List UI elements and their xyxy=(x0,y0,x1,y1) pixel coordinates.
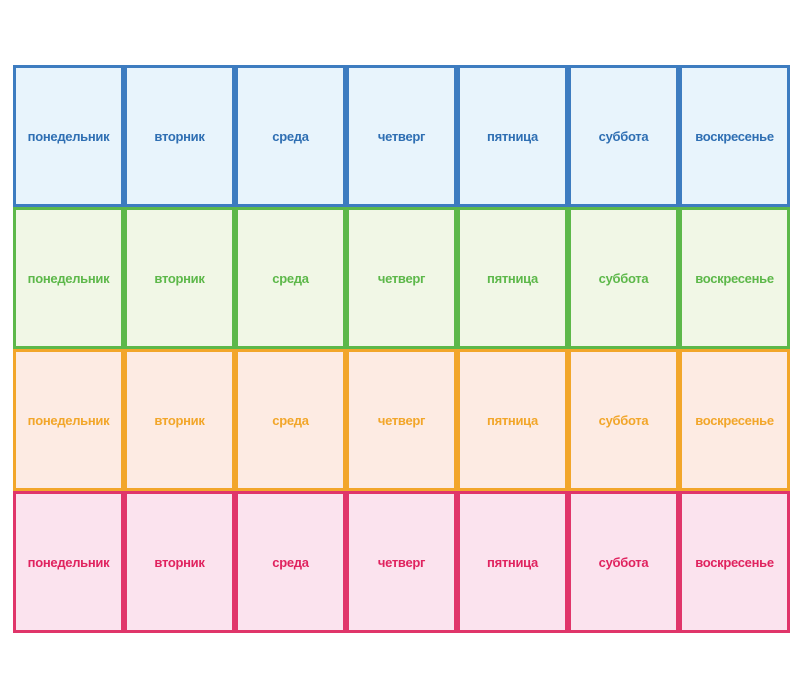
day-card-pink: вторник xyxy=(124,491,235,633)
day-card-blue: среда xyxy=(235,65,346,207)
day-card-blue: вторник xyxy=(124,65,235,207)
day-card-green: среда xyxy=(235,207,346,349)
weekday-cards-grid: понедельник вторник среда четверг пятница суб… xyxy=(13,65,791,635)
day-card-orange: пятница xyxy=(457,349,568,491)
day-card-green: воскресенье xyxy=(679,207,790,349)
day-card-blue: пятница xyxy=(457,65,568,207)
day-card-pink: четверг xyxy=(346,491,457,633)
day-card-blue: суббота xyxy=(568,65,679,207)
day-card-pink: суббота xyxy=(568,491,679,633)
day-card-pink: среда xyxy=(235,491,346,633)
day-card-blue: четверг xyxy=(346,65,457,207)
day-card-pink: воскресенье xyxy=(679,491,790,633)
day-card-orange: понедельник xyxy=(13,349,124,491)
day-card-orange: суббота xyxy=(568,349,679,491)
day-card-blue: воскресенье xyxy=(679,65,790,207)
day-card-green: понедельник xyxy=(13,207,124,349)
day-card-green: четверг xyxy=(346,207,457,349)
day-card-orange: среда xyxy=(235,349,346,491)
day-card-orange: воскресенье xyxy=(679,349,790,491)
day-card-orange: четверг xyxy=(346,349,457,491)
day-card-green: суббота xyxy=(568,207,679,349)
day-card-pink: понедельник xyxy=(13,491,124,633)
day-card-green: вторник xyxy=(124,207,235,349)
day-card-green: пятница xyxy=(457,207,568,349)
day-card-pink: пятница xyxy=(457,491,568,633)
day-card-blue: понедельник xyxy=(13,65,124,207)
day-card-orange: вторник xyxy=(124,349,235,491)
